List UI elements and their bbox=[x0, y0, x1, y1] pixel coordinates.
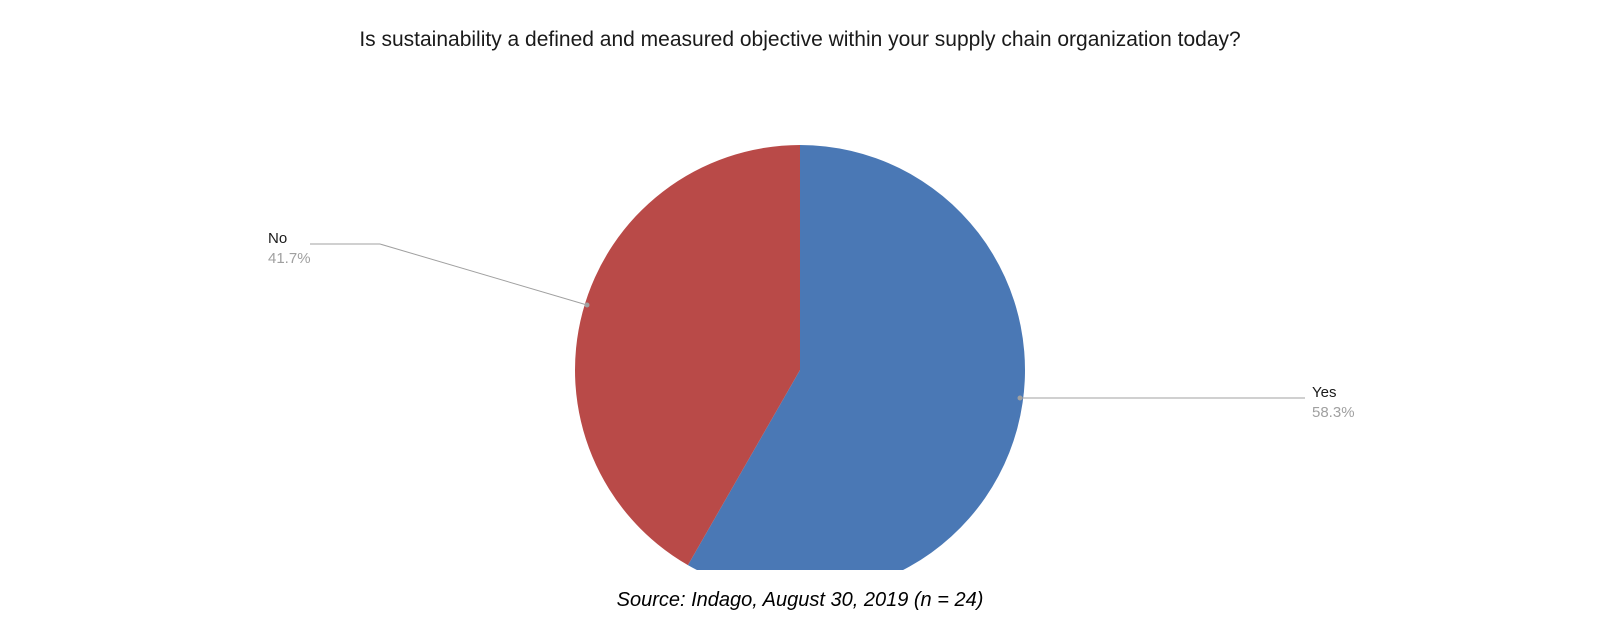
slice-label-no-name: No bbox=[268, 229, 311, 249]
pie-svg bbox=[0, 70, 1600, 570]
chart-title: Is sustainability a defined and measured… bbox=[0, 28, 1600, 52]
slice-label-yes-name: Yes bbox=[1312, 383, 1355, 403]
pie-chart: Yes 58.3% No 41.7% bbox=[0, 70, 1600, 570]
slice-label-yes-pct: 58.3% bbox=[1312, 403, 1355, 423]
slice-label-no: No 41.7% bbox=[268, 229, 311, 268]
slice-label-no-pct: 41.7% bbox=[268, 249, 311, 269]
slice-label-yes: Yes 58.3% bbox=[1312, 383, 1355, 422]
source-text: Source: Indago, August 30, 2019 (n = 24) bbox=[0, 589, 1600, 612]
